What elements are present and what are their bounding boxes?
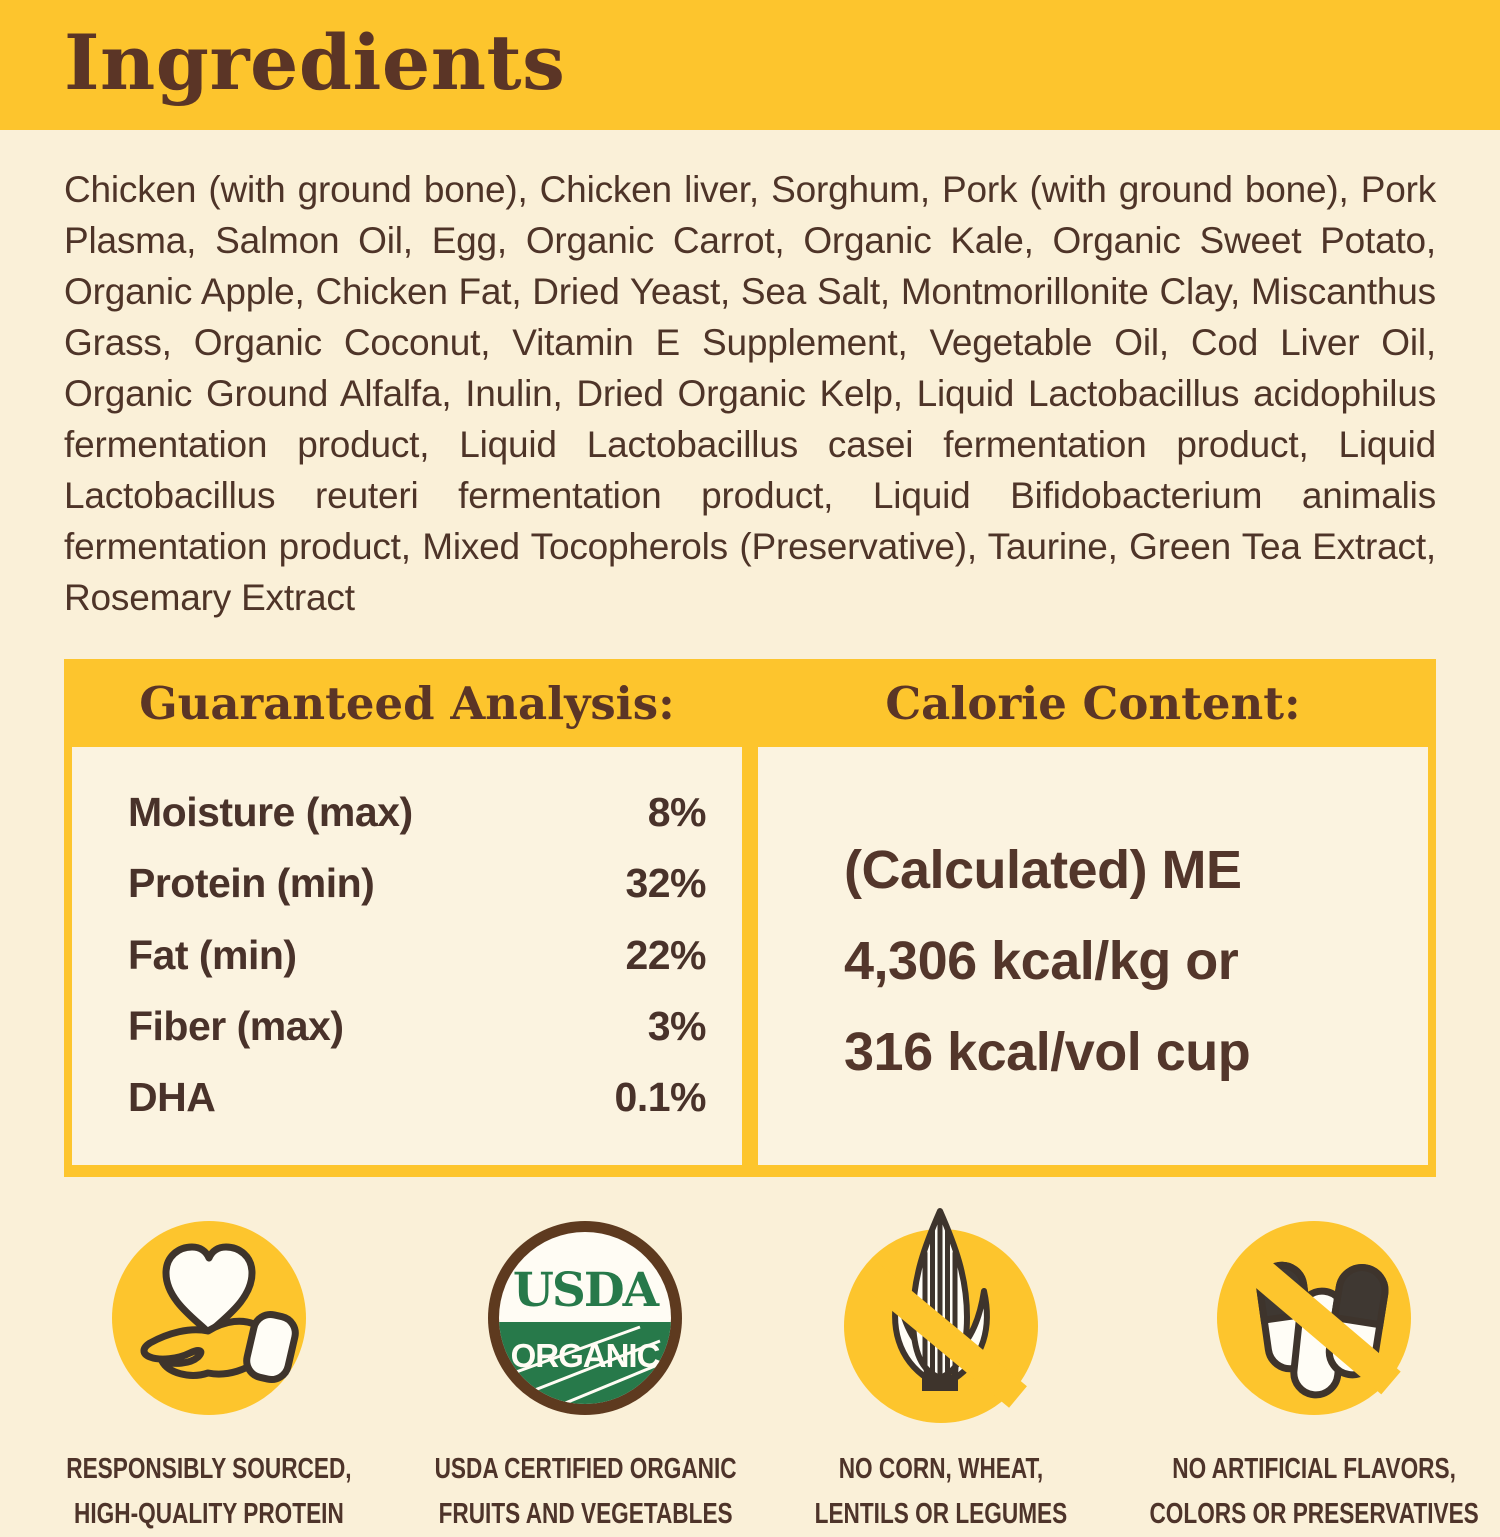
calorie-line: 4,306 kcal/kg or <box>844 930 1239 991</box>
ingredients-paragraph: Chicken (with ground bone), Chicken live… <box>64 169 1436 618</box>
badge-responsibly-sourced: RESPONSIBLY SOURCED, HIGH-QUALITY PROTEI… <box>26 1207 392 1537</box>
caption-line: HIGH-QUALITY PROTEIN <box>74 1498 344 1530</box>
page-title: Ingredients <box>64 17 566 107</box>
badge-usda-organic: USDA ORGANIC USDA CERTIFIED ORGANIC FRUI… <box>392 1207 779 1537</box>
calorie-content-text: (Calculated) ME 4,306 kcal/kg or 316 kca… <box>758 747 1428 1165</box>
heart-in-hand-icon <box>104 1207 314 1423</box>
seal-text-usda: USDA <box>513 1263 660 1318</box>
row-label: Fat (min) <box>128 931 297 978</box>
seal-text-organic: ORGANIC <box>511 1337 660 1374</box>
guaranteed-analysis-table: Moisture (max) 8% Protein (min) 32% Fat … <box>72 747 742 1165</box>
caption-line: USDA CERTIFIED ORGANIC <box>434 1453 737 1485</box>
table-row: Protein (min) 32% <box>128 860 706 907</box>
caption-line: COLORS OR PRESERVATIVES <box>1149 1498 1479 1530</box>
feature-badges-row: RESPONSIBLY SOURCED, HIGH-QUALITY PROTEI… <box>0 1207 1500 1537</box>
row-label: DHA <box>128 1074 216 1120</box>
calorie-content-section: Calorie Content: (Calculated) ME 4,306 k… <box>758 659 1428 1165</box>
table-row: Fat (min) 22% <box>128 932 706 979</box>
ingredients-banner: Ingredients <box>0 0 1500 130</box>
caption-line: LENTILS OR LEGUMES <box>814 1498 1068 1530</box>
calorie-content-title: Calorie Content: <box>885 676 1301 730</box>
analysis-calorie-box: Guaranteed Analysis: Moisture (max) 8% P… <box>64 659 1436 1177</box>
no-corn-icon <box>836 1207 1046 1423</box>
caption-line: NO ARTIFICIAL FLAVORS, <box>1172 1453 1456 1485</box>
badge-caption: RESPONSIBLY SOURCED, HIGH-QUALITY PROTEI… <box>26 1447 392 1537</box>
table-row: Moisture (max) 8% <box>128 789 707 836</box>
badge-caption: NO CORN, WHEAT, LENTILS OR LEGUMES <box>779 1447 1103 1537</box>
calorie-line: 316 kcal/vol cup <box>844 1021 1251 1082</box>
badge-caption: USDA CERTIFIED ORGANIC FRUITS AND VEGETA… <box>392 1447 779 1537</box>
row-label: Moisture (max) <box>128 789 413 835</box>
table-row: DHA 0.1% <box>128 1074 707 1121</box>
caption-line: FRUITS AND VEGETABLES <box>438 1498 733 1530</box>
badge-no-corn: NO CORN, WHEAT, LENTILS OR LEGUMES <box>779 1207 1103 1537</box>
row-value: 0.1% <box>614 1074 707 1120</box>
badge-caption: NO ARTIFICIAL FLAVORS, COLORS OR PRESERV… <box>1103 1447 1500 1537</box>
no-pills-icon <box>1209 1207 1419 1423</box>
guaranteed-analysis-title: Guaranteed Analysis: <box>139 676 675 730</box>
guaranteed-analysis-section: Guaranteed Analysis: Moisture (max) 8% P… <box>72 659 742 1165</box>
row-value: 8% <box>647 789 707 835</box>
usda-organic-seal: USDA ORGANIC <box>480 1207 690 1423</box>
badge-no-pills: NO ARTIFICIAL FLAVORS, COLORS OR PRESERV… <box>1103 1207 1500 1537</box>
row-label: Protein (min) <box>128 860 375 907</box>
row-value: 22% <box>625 931 706 978</box>
row-value: 32% <box>625 860 706 907</box>
table-row: Fiber (max) 3% <box>128 1002 707 1050</box>
row-label: Fiber (max) <box>128 1002 344 1049</box>
caption-line: RESPONSIBLY SOURCED, <box>66 1453 352 1485</box>
calorie-line: (Calculated) ME <box>844 839 1242 900</box>
row-value: 3% <box>647 1002 707 1049</box>
panel-divider <box>742 659 758 1165</box>
caption-line: NO CORN, WHEAT, <box>838 1453 1044 1485</box>
